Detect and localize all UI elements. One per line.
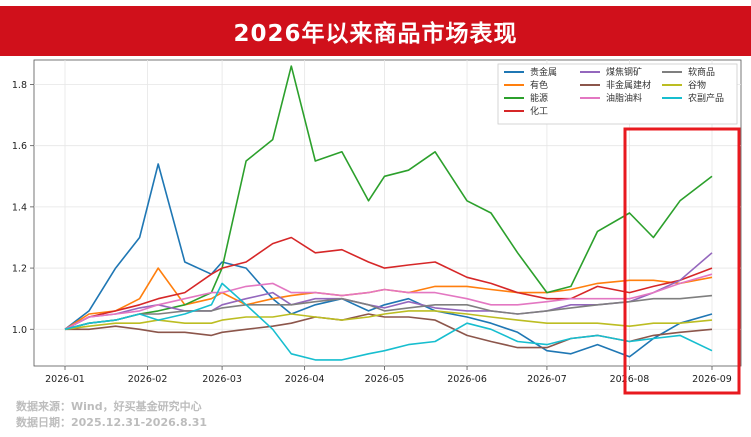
line-chart: 1.0 1.2 1.4 1.6 1.8 2026-01 2026-02 2026-03 2026… bbox=[12, 59, 742, 395]
x-tick-label: 2026-01 bbox=[45, 374, 85, 385]
x-tick-label: 2026-05 bbox=[365, 374, 405, 385]
series-line-谷物 bbox=[64, 310, 713, 331]
y-tick-label: 1.0 bbox=[12, 325, 27, 336]
series-line-软商品 bbox=[64, 294, 713, 331]
axis-ticks: 1.0 1.2 1.4 1.6 1.8 2026-01 2026-02 2026-03 2026… bbox=[12, 80, 732, 385]
series-line-化工 bbox=[64, 236, 713, 331]
y-tick-label: 1.2 bbox=[12, 264, 27, 275]
legend-label: 非金属建材 bbox=[606, 79, 651, 91]
x-tick-label: 2026-04 bbox=[285, 374, 325, 385]
legend-label: 化工 bbox=[530, 105, 548, 117]
legend-label: 农副产品 bbox=[688, 92, 724, 104]
legend-label: 有色 bbox=[530, 79, 548, 91]
series-line-能源 bbox=[64, 65, 713, 331]
legend-label: 煤焦钢矿 bbox=[606, 66, 642, 78]
page-title: 2026年以来商品市场表现 bbox=[233, 21, 518, 47]
x-tick-label: 2026-06 bbox=[447, 374, 487, 385]
legend-label: 贵金属 bbox=[530, 66, 557, 78]
y-tick-label: 1.4 bbox=[12, 202, 27, 213]
y-tick-label: 1.8 bbox=[12, 80, 27, 91]
legend-label: 油脂油料 bbox=[606, 92, 642, 104]
highlight-box bbox=[623, 127, 741, 395]
series-line-油脂油料 bbox=[64, 273, 713, 331]
x-tick-label: 2026-09 bbox=[692, 374, 732, 385]
legend-box bbox=[497, 63, 738, 125]
legend-label: 能源 bbox=[530, 92, 548, 104]
x-tick-label: 2026-03 bbox=[202, 374, 242, 385]
title-banner: 2026年以来商品市场表现 bbox=[0, 6, 751, 56]
x-tick-label: 2026-02 bbox=[128, 374, 168, 385]
y-tick-label: 1.6 bbox=[12, 141, 27, 152]
legend-label: 谷物 bbox=[688, 79, 706, 91]
series-line-贵金属 bbox=[64, 163, 713, 358]
x-tick-label: 2026-08 bbox=[610, 374, 650, 385]
series-line-农副产品 bbox=[64, 282, 713, 361]
x-tick-label: 2026-07 bbox=[527, 374, 567, 385]
source-note: 数据来源：Wind，好买基金研究中心 bbox=[16, 400, 202, 413]
series-lines bbox=[64, 65, 713, 361]
date-note: 数据日期：2025.12.31-2026.8.31 bbox=[16, 416, 208, 429]
legend-label: 软商品 bbox=[688, 66, 715, 78]
